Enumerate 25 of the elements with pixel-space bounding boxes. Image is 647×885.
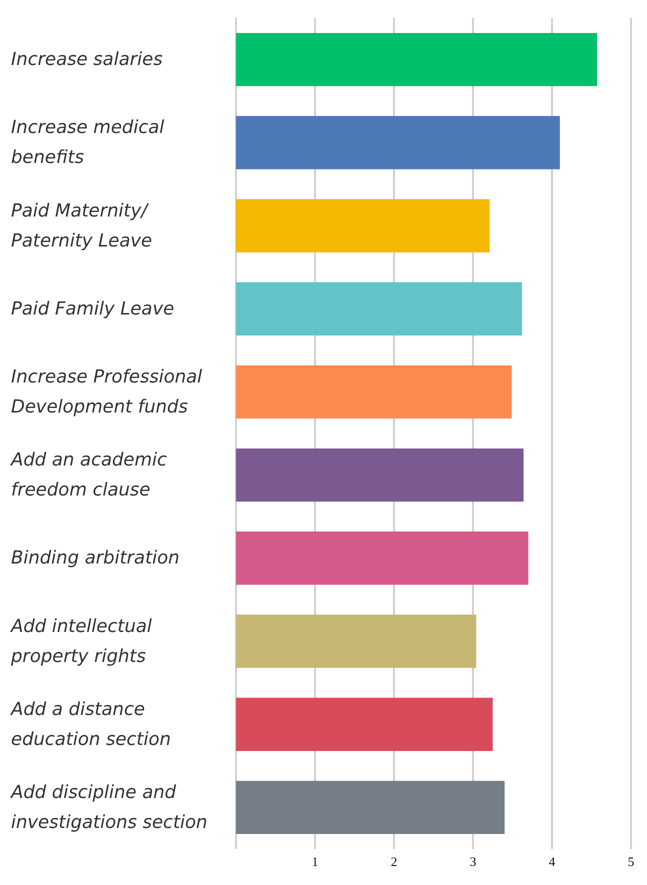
y-tick-label: Add an academic freedom clause [10,450,173,501]
x-tick-label: 4 [548,854,556,869]
x-tick-label: 1 [312,854,318,869]
y-tick-label: Paid Maternity/ Paternity Leave [11,200,154,252]
bar [236,448,524,502]
bar [236,32,598,86]
bar [236,532,528,585]
bar [236,282,522,336]
y-tick-label: Binding arbitration [11,548,180,569]
y-tick-label: Increase medical benefits [11,117,170,168]
y-tick-label: Add intellectual property rights [10,616,158,667]
x-tick-label: 5 [628,854,634,869]
y-tick-label: Increase Professional Development funds [11,366,208,418]
bar [236,365,512,419]
x-tick-label: 3 [470,854,476,869]
bar [236,780,505,834]
y-tick-label: Increase salaries [11,49,163,70]
y-tick-label: Add a distance education section [10,698,171,750]
y-tick-label: Paid Family Leave [11,298,174,320]
bar [236,116,560,170]
bar [236,698,493,751]
y-tick-label: Add discipline and investigations section [10,782,208,833]
bar [236,614,476,668]
bar [236,199,490,252]
x-tick-label: 2 [390,854,398,869]
